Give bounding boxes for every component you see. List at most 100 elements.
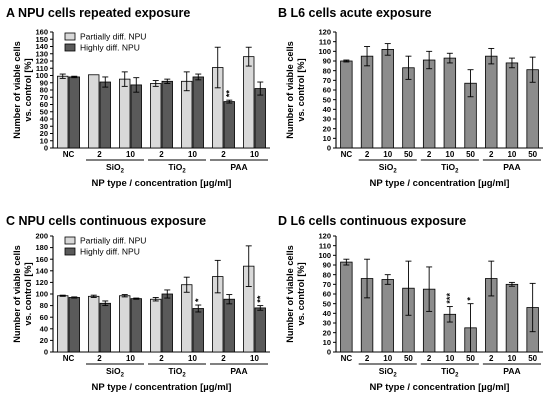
panel-a-bar [57, 75, 69, 149]
panel-a-group-label: TiO2 [168, 162, 186, 175]
panel-c-y-tick-label: 80 [40, 301, 48, 310]
panel-b-y-tick-label: 40 [323, 105, 331, 114]
panel-d-y-tick-label: 110 [319, 241, 331, 250]
panel-d-significance-label: * [466, 297, 476, 301]
panel-a-category-label: 2 [221, 150, 226, 159]
panel-c-significance-label: * [193, 298, 203, 302]
panel-b-x-axis-label: NP type / concentration [µg/ml] [370, 178, 510, 189]
panel-a-category-label: 2 [97, 150, 102, 159]
panel-a-y-tick-label: 160 [35, 28, 48, 37]
panel-a-bar [68, 76, 80, 149]
panel-b-bar [340, 60, 353, 149]
panel-a-significance-label: ** [224, 90, 234, 98]
panel-b-y-tick-label: 70 [323, 76, 331, 85]
panel-c-legend-swatch [64, 247, 76, 256]
panel-a: A NPU cells repeated exposure01020304050… [6, 6, 270, 189]
panel-b-title: B L6 cells acute exposure [278, 6, 432, 20]
panel-c-category-label: 2 [221, 354, 226, 363]
panel-c-category-label: 2 [97, 354, 102, 363]
panel-b-y-tick-label: 110 [319, 37, 331, 46]
panel-d-bar [340, 261, 353, 353]
panel-c-y-tick-label: 180 [35, 243, 48, 252]
panel-b-y-tick-label: 10 [323, 134, 331, 143]
panel-b-y-tick-label: 80 [323, 66, 331, 75]
panel-d-group-label: TiO2 [441, 366, 459, 379]
panel-d-bar [505, 283, 519, 353]
panel-c-category-label: 2 [159, 354, 164, 363]
panel-c-y-tick-label: 0 [44, 348, 48, 357]
panel-c-y-tick-label: 60 [40, 313, 48, 322]
panel-b-group-label: SiO2 [379, 162, 398, 175]
panel-a-bar [88, 74, 100, 149]
panel-c: C NPU cells continuous exposure 0 20 40 60 80… [6, 214, 270, 393]
panel-c-bar [161, 293, 173, 353]
panel-c-y-tick-label: 40 [40, 324, 48, 333]
panel-d-category-label: 2 [489, 354, 494, 363]
panel-a-y-tick-label: 140 [35, 42, 48, 51]
panel-c-category-label: 10 [250, 354, 259, 363]
panel-a-bar [181, 80, 193, 149]
panel-a-y-tick-label: 100 [35, 71, 48, 80]
panel-b-category-label: 2 [489, 150, 494, 159]
panel-b-y-tick-label: 90 [323, 57, 331, 66]
panel-c-legend-label: Highly diff. NPU [80, 247, 140, 257]
panel-b: B L6 cells acute exposure010203040506070… [278, 6, 543, 189]
panel-a-bar [161, 80, 173, 149]
panel-b-bar [505, 62, 519, 149]
panel-a-bar [119, 78, 131, 149]
panel-c-bar [223, 298, 235, 353]
panel-d-y-tick-label: 50 [323, 299, 331, 308]
panel-a-y-tick-label: 150 [35, 35, 48, 44]
panel-b-bar [422, 59, 436, 149]
panel-d-category-label: 50 [404, 354, 413, 363]
panel-b-y-tick-label: 100 [318, 47, 331, 56]
panel-a-y-tick-label: 130 [35, 49, 48, 58]
panel-b-y-tick-label: 20 [323, 124, 331, 133]
panel-b-y-axis-label: vs. control [%] [296, 58, 306, 121]
panel-b-group-label: TiO2 [441, 162, 459, 175]
panel-d-y-tick-label: 100 [318, 251, 331, 260]
panel-a-legend-label: Partially diff. NPU [80, 32, 146, 42]
panel-a-bar [243, 56, 255, 149]
panel-b-bar [360, 55, 374, 149]
panel-c-bar [181, 284, 193, 353]
panel-c-bar [88, 295, 100, 353]
panel-b-y-tick-label: 50 [323, 95, 331, 104]
panel-a-y-tick-label: 60 [40, 100, 48, 109]
panel-a-y-axis-label: Number of viable cells [12, 41, 22, 139]
panel-a-y-tick-label: 20 [40, 129, 48, 138]
panel-b-y-tick-label: 60 [323, 86, 331, 95]
panel-b-category-label: 50 [404, 150, 413, 159]
panel-a-category-label: 10 [126, 150, 135, 159]
panel-d-y-tick-label: 80 [323, 270, 331, 279]
panel-d-y-tick-label: 120 [318, 232, 331, 241]
panel-c-bar [254, 307, 266, 353]
panel-a-legend-swatch [64, 32, 76, 41]
panel-d-category-label: NC [341, 354, 353, 363]
panel-c-bar [130, 298, 142, 353]
panel-b-group-label: PAA [503, 162, 520, 172]
panel-d-y-tick-label: 10 [323, 338, 331, 347]
panel-d-y-tick-label: 40 [323, 309, 331, 318]
panel-c-group-label: PAA [230, 366, 247, 376]
panel-d-y-axis-label: Number of viable cells [285, 245, 295, 343]
panel-d-bar [381, 279, 394, 353]
panel-d-y-tick-label: 0 [327, 348, 331, 357]
panel-d-title: D L6 cells continuous exposure [278, 214, 466, 228]
panel-b-y-tick-label: 30 [323, 115, 331, 124]
panel-b-category-label: 50 [466, 150, 475, 159]
panel-d-y-tick-label: 20 [323, 328, 331, 337]
panel-c-legend-label: Partially diff. NPU [80, 236, 146, 246]
panel-a-bar [192, 76, 204, 149]
panel-a-category-label: 10 [188, 150, 197, 159]
panel-a-y-tick-label: 70 [40, 93, 48, 102]
panel-c-bar [192, 308, 204, 353]
panel-a-y-tick-label: 80 [40, 86, 48, 95]
panel-a-y-tick-label: 10 [40, 136, 48, 145]
panel-d-group-label: SiO2 [379, 366, 398, 379]
panel-a-y-axis-label: vs. control [%] [23, 58, 33, 121]
panel-c-y-axis-label: Number of viable cells [12, 245, 22, 343]
panel-a-y-tick-label: 0 [44, 144, 48, 153]
panel-a-bar [223, 101, 235, 149]
